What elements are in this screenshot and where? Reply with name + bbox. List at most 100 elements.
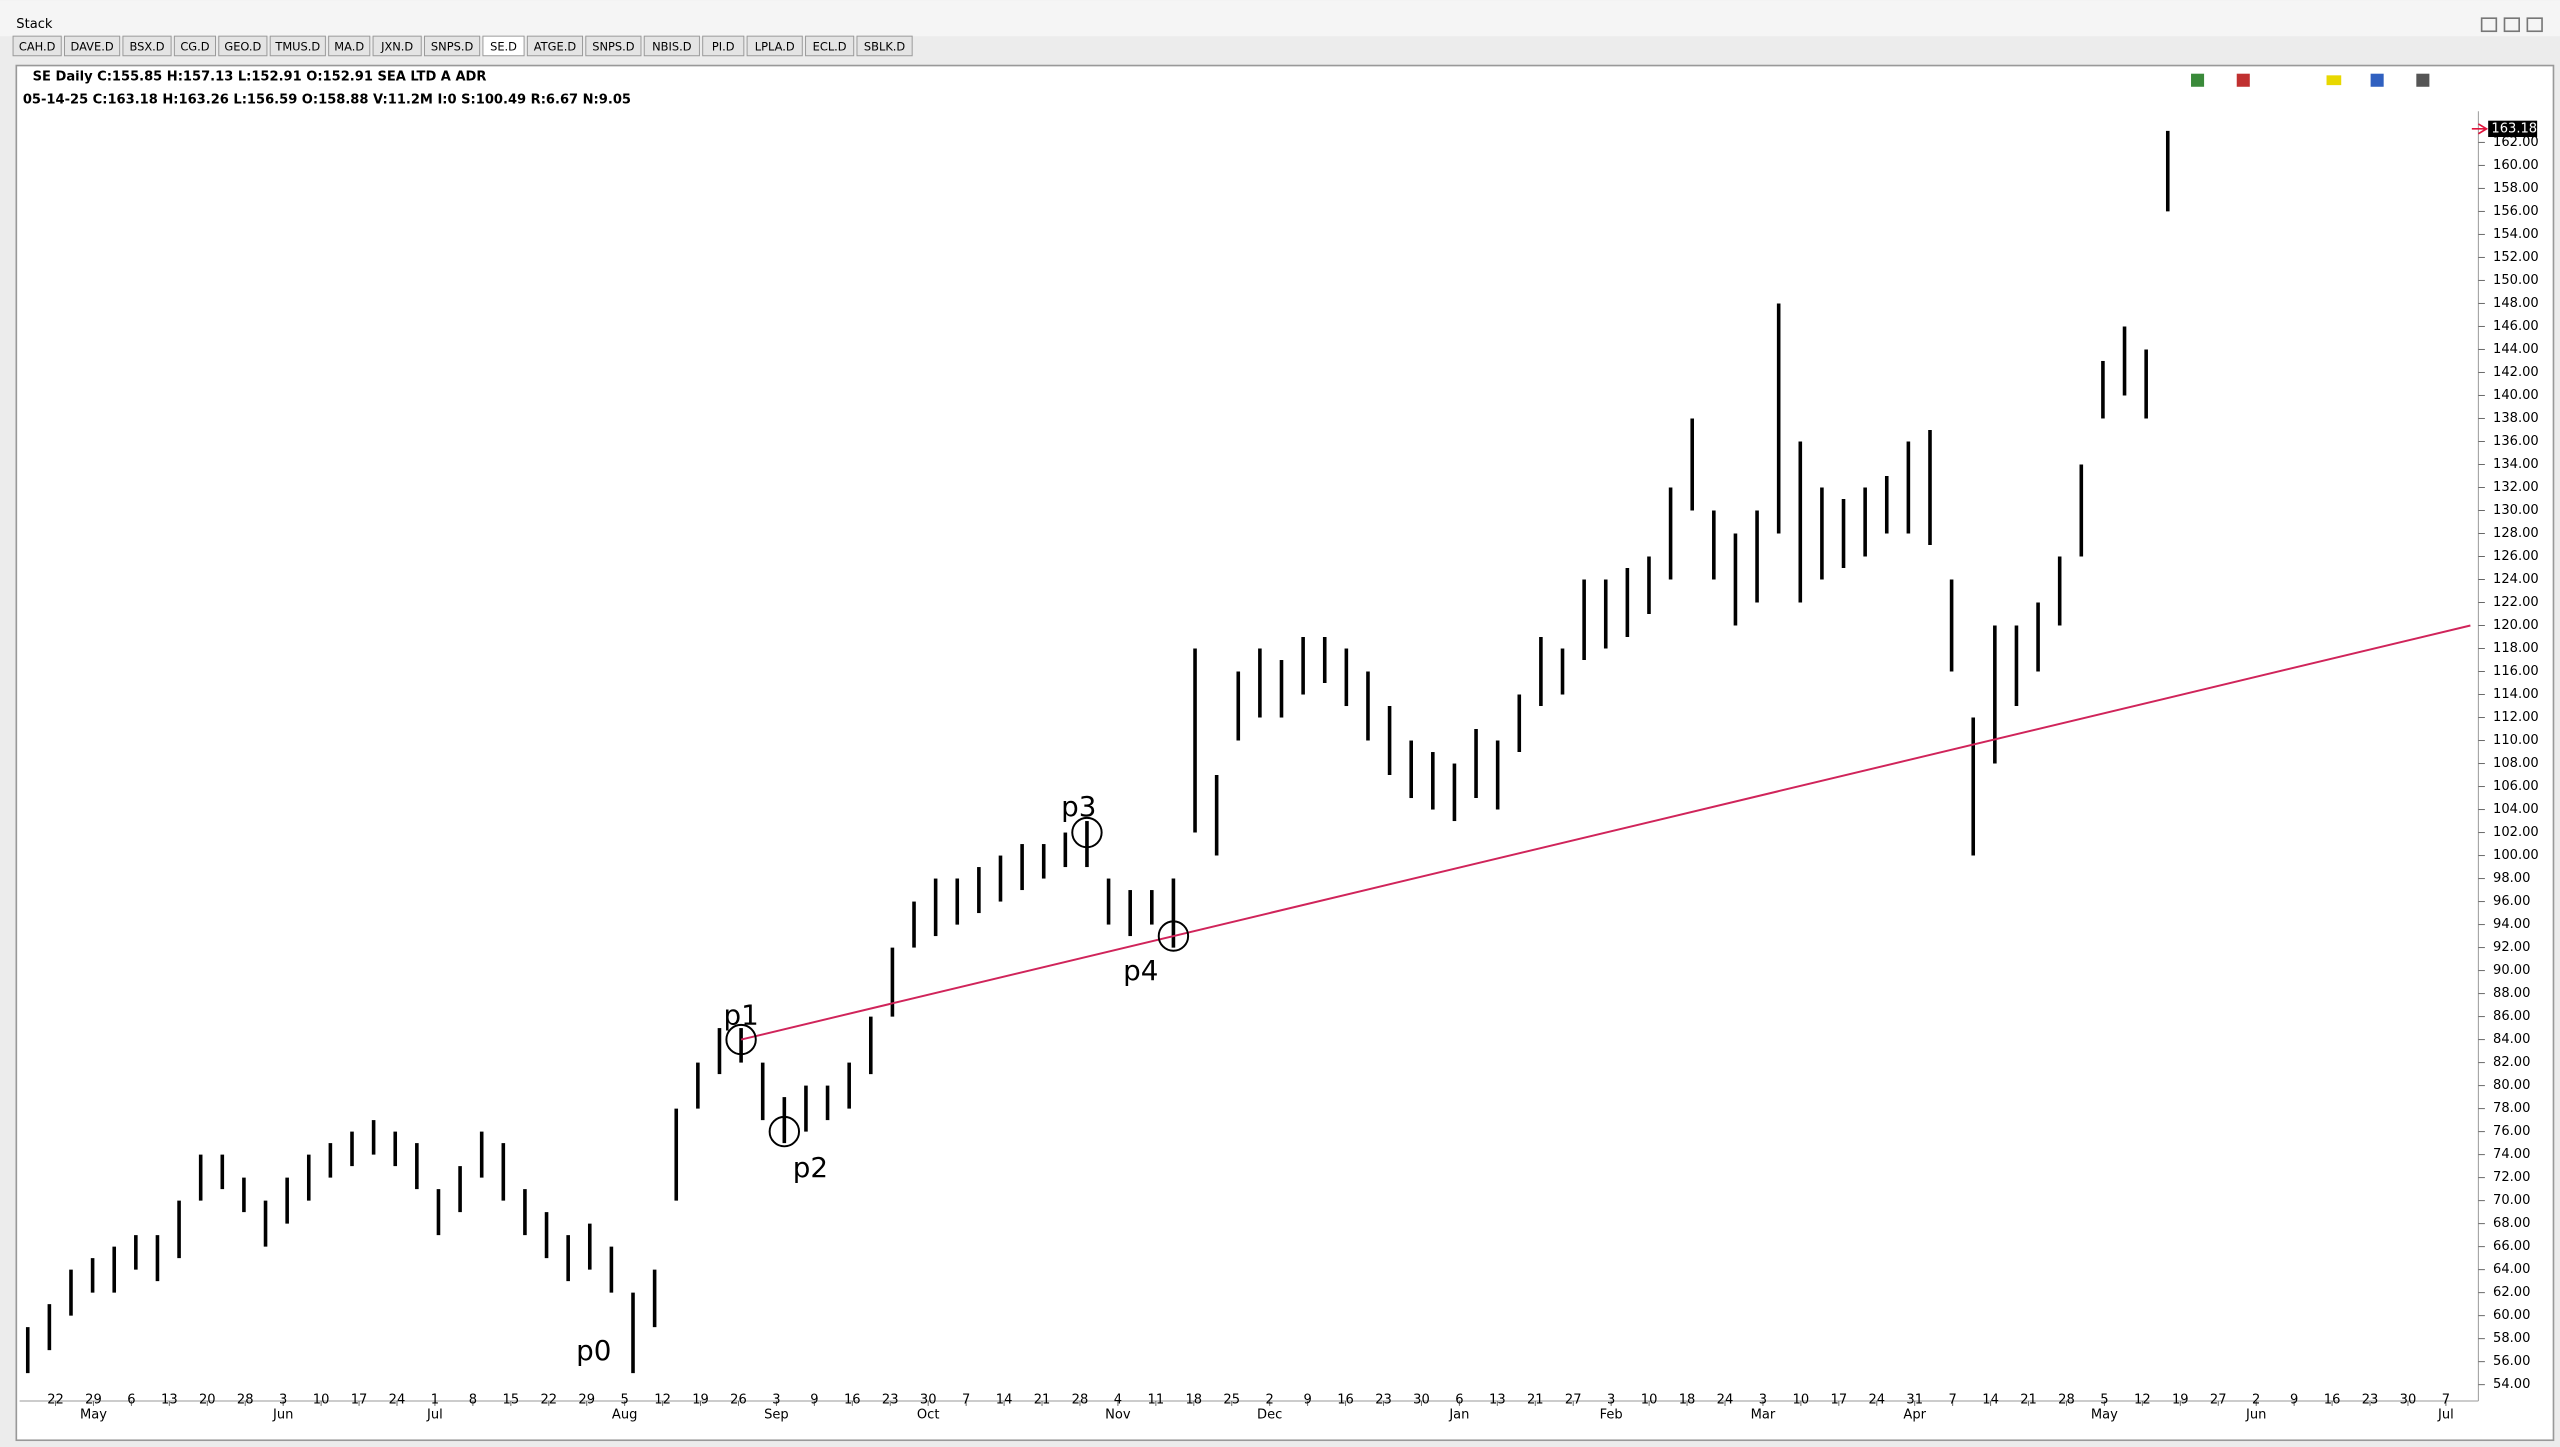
pivot-circle [725, 1023, 757, 1056]
tool[interactable] [2370, 73, 2384, 87]
tab-label[interactable]: ATGE.D [534, 39, 577, 53]
chart-title: SE Daily C:155.85 H:157.13 L:152.91 O:15… [33, 69, 487, 84]
window-title: Stack [16, 17, 53, 32]
y-tick-label: 62.00 [2493, 1285, 2530, 1300]
month-label: Mar [1751, 1407, 1776, 1422]
month-label: Jun [272, 1407, 293, 1422]
y-tick-label: 128.00 [2493, 526, 2539, 541]
y-tick-label: 68.00 [2493, 1216, 2530, 1231]
tab[interactable]: JXN.D [372, 35, 422, 57]
tab-label[interactable]: CAH.D [19, 39, 56, 53]
x-tick-label: 22 [47, 1393, 64, 1408]
tab-bar: CAH.D DAVE.D BSX.D CG.D GEO.D TMUS.D MA.D JXN.D… [12, 35, 913, 57]
tab-box[interactable] [856, 35, 913, 57]
tab-label[interactable]: TMUS.D [274, 39, 320, 53]
tab[interactable]: SBLK.D [856, 35, 913, 57]
x-tick-label: 10 [1641, 1393, 1658, 1408]
month-label: Feb [1600, 1407, 1623, 1422]
x-tick-label: 24 [389, 1393, 406, 1408]
tab-box[interactable] [805, 35, 855, 57]
tab[interactable]: CAH.D [12, 35, 62, 57]
month-label: Sep [764, 1407, 789, 1422]
y-tick-label: 120.00 [2493, 618, 2539, 633]
x-tick-label: 16 [844, 1393, 861, 1408]
y-tick-label: 142.00 [2493, 365, 2539, 380]
tab[interactable]: ECL.D [805, 35, 855, 57]
tab[interactable]: SNPS.D [585, 35, 642, 57]
x-tick-label: 20 [199, 1393, 216, 1408]
tab[interactable]: NBIS.D [643, 35, 700, 57]
x-tick-label: 7 [962, 1393, 970, 1408]
tab[interactable]: DAVE.D [64, 35, 121, 57]
tab[interactable]: SE.D [482, 35, 525, 57]
tab[interactable]: LPLA.D [746, 35, 803, 57]
y-tick-label: 92.00 [2493, 940, 2530, 955]
tab-label[interactable]: DAVE.D [71, 39, 114, 53]
x-tick-label: 21 [2020, 1393, 2037, 1408]
tab-label[interactable]: SBLK.D [864, 39, 906, 53]
tool[interactable] [2191, 73, 2205, 87]
tab[interactable]: GEO.D [218, 35, 268, 57]
tab[interactable]: ATGE.D [526, 35, 584, 57]
x-tick-label: 9 [2290, 1393, 2298, 1408]
tab[interactable]: SNPS.D [424, 35, 481, 57]
pivot-circle [1071, 816, 1103, 849]
x-tick-label: 18 [1185, 1393, 1202, 1408]
chart-panel [15, 64, 2555, 1442]
tab-label[interactable]: GEO.D [224, 39, 261, 53]
tab-label[interactable]: BSX.D [129, 39, 164, 53]
tab[interactable]: CG.D [173, 35, 217, 57]
tab-label[interactable]: LPLA.D [755, 39, 795, 53]
toolbar[interactable] [2191, 73, 2430, 87]
tab-box[interactable] [64, 35, 121, 57]
y-tick-label: 122.00 [2493, 595, 2539, 610]
maximize[interactable] [2503, 17, 2520, 33]
tab-label[interactable]: PI.D [712, 39, 735, 53]
window-controls[interactable] [2480, 17, 2543, 33]
tab-box[interactable] [122, 35, 172, 57]
tab-label[interactable]: SE.D [490, 39, 517, 53]
x-tick-label: 30 [2400, 1393, 2417, 1408]
close[interactable] [2526, 17, 2543, 33]
tab-box[interactable] [585, 35, 642, 57]
tab-label[interactable]: MA.D [334, 39, 364, 53]
tab-label[interactable]: ECL.D [813, 39, 847, 53]
tab-box[interactable] [482, 35, 525, 57]
tab-box[interactable] [643, 35, 700, 57]
tab[interactable]: PI.D [702, 35, 745, 57]
tab-box[interactable] [218, 35, 268, 57]
y-tick-label: 152.00 [2493, 250, 2539, 265]
tab-box[interactable] [372, 35, 422, 57]
tool[interactable] [2236, 73, 2250, 87]
tab-box[interactable] [12, 35, 62, 57]
x-tick-label: 29 [85, 1393, 102, 1408]
tab-label[interactable]: NBIS.D [652, 39, 692, 53]
tab-label[interactable]: SNPS.D [592, 39, 635, 53]
tab-box[interactable] [746, 35, 803, 57]
x-tick-label: 16 [1337, 1393, 1354, 1408]
tab-box[interactable] [269, 35, 326, 57]
tab-box[interactable] [702, 35, 745, 57]
tool[interactable] [2326, 75, 2342, 86]
month-label: Aug [612, 1407, 637, 1422]
tab[interactable]: MA.D [328, 35, 371, 57]
tab[interactable]: TMUS.D [269, 35, 326, 57]
tab-box[interactable] [526, 35, 584, 57]
tab-box[interactable] [328, 35, 371, 57]
x-tick-label: 28 [2058, 1393, 2075, 1408]
x-tick-label: 25 [1223, 1393, 1240, 1408]
tab-label[interactable]: SNPS.D [431, 39, 474, 53]
tab-label[interactable]: CG.D [180, 39, 209, 53]
y-tick-label: 58.00 [2493, 1331, 2530, 1346]
tab[interactable]: BSX.D [122, 35, 172, 57]
y-tick-label: 102.00 [2493, 825, 2539, 840]
x-tick-label: 23 [2362, 1393, 2379, 1408]
tab-label[interactable]: JXN.D [380, 39, 413, 53]
tool[interactable] [2416, 73, 2430, 87]
tab-box[interactable] [173, 35, 217, 57]
minimize[interactable] [2480, 17, 2498, 33]
y-tick-label: 162.00 [2493, 135, 2539, 150]
tab-box[interactable] [424, 35, 481, 57]
y-tick-label: 66.00 [2493, 1239, 2530, 1254]
